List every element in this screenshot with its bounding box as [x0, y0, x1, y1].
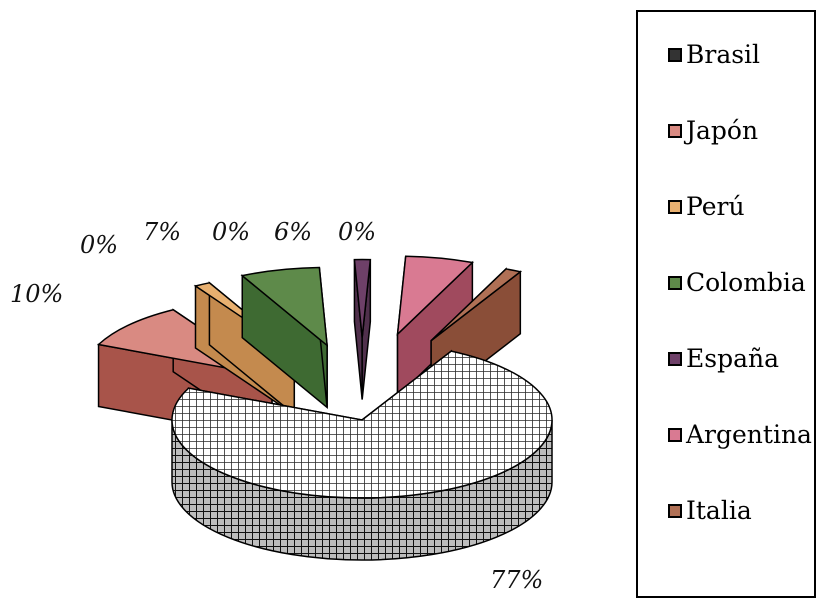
legend-label-brasil: Brasil	[686, 40, 761, 69]
data-label-colombia: 7%	[143, 218, 181, 246]
slice-espana	[353, 258, 372, 400]
legend-swatch-colombia	[668, 275, 682, 290]
data-label-japon: 10%	[10, 280, 63, 308]
legend-item-brasil: Brasil	[668, 40, 760, 69]
legend-swatch-brasil	[668, 47, 682, 62]
legend-swatch-peru	[668, 199, 682, 214]
legend-item-colombia: Colombia	[668, 268, 806, 297]
data-label-argentina: 6%	[274, 218, 312, 246]
slice-colombia	[240, 266, 329, 410]
slice-brasil	[171, 349, 553, 561]
legend: Brasil Japón Perú Colombia España Argentina It…	[636, 10, 816, 598]
legend-item-peru: Perú	[668, 192, 745, 221]
data-label-italia: 0%	[338, 218, 376, 246]
data-label-peru: 0%	[80, 231, 118, 259]
legend-label-japon: Japón	[686, 116, 759, 145]
data-label-espana: 0%	[212, 218, 250, 246]
legend-label-espana: España	[686, 344, 779, 373]
legend-swatch-italia	[668, 503, 682, 518]
data-label-brasil: 77%	[490, 566, 543, 594]
legend-swatch-japon	[668, 123, 682, 138]
legend-item-argentina: Argentina	[668, 420, 812, 449]
legend-label-argentina: Argentina	[686, 420, 812, 449]
legend-swatch-espana	[668, 351, 682, 366]
legend-label-italia: Italia	[686, 496, 752, 525]
legend-label-peru: Perú	[686, 192, 745, 221]
legend-swatch-argentina	[668, 427, 682, 442]
legend-item-japon: Japón	[668, 116, 758, 145]
pie-chart: 10% 0% 7% 0% 6% 0% 77%	[10, 218, 553, 594]
legend-item-espana: España	[668, 344, 779, 373]
legend-item-italia: Italia	[668, 496, 752, 525]
legend-label-colombia: Colombia	[686, 268, 806, 297]
